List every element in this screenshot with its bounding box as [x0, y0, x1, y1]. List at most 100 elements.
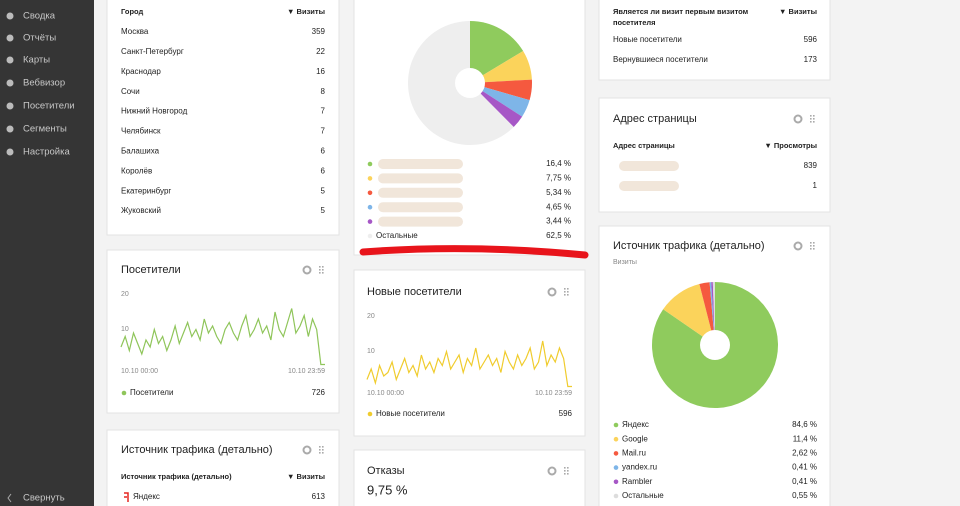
legend-label: Mail.ru	[622, 449, 646, 458]
widget	[598, 0, 831, 81]
legend-dot	[613, 422, 619, 428]
row-value: 6	[321, 166, 326, 175]
row-label: Балашиха	[121, 147, 160, 156]
x-tick-label: 10.10 23:59	[535, 390, 572, 397]
settings-icon	[547, 287, 557, 297]
legend-dot	[367, 219, 373, 224]
row-value: 16	[316, 67, 325, 76]
row-label: Челябинск	[121, 127, 161, 136]
column-header: Является ли визит первым визитом посетит…	[613, 7, 749, 27]
legend-dot	[121, 390, 127, 396]
drag-handle	[567, 467, 569, 469]
legend-value: 596	[559, 409, 573, 418]
menu-item: Посетители	[23, 101, 75, 112]
drag-handle	[567, 294, 569, 296]
drag-handle	[322, 266, 324, 268]
widget-title: Источник трафика (детально)	[613, 240, 765, 252]
menu-item: Настройка	[23, 147, 70, 158]
drag-handle	[322, 449, 324, 451]
legend-dot	[367, 233, 373, 239]
pie-slice	[470, 21, 524, 83]
drag-handle	[564, 291, 566, 293]
legend-label: Остальные	[376, 231, 418, 240]
legend-dot	[367, 204, 373, 210]
legend-value: 0,41 %	[792, 477, 817, 486]
menu-icon	[6, 12, 14, 20]
widget	[106, 0, 340, 236]
settings-icon	[302, 445, 312, 455]
drag-handle	[564, 294, 566, 296]
blurred-text	[378, 187, 463, 198]
drag-handle	[564, 288, 566, 290]
settings-icon	[793, 241, 803, 251]
blurred-text	[378, 159, 463, 169]
y-tick-label: 20	[367, 313, 375, 320]
drag-handle	[322, 269, 324, 271]
legend-label: Rambler	[622, 477, 653, 486]
legend-dot	[613, 465, 619, 470]
row-label: Жуковский	[121, 206, 161, 215]
drag-handle	[813, 245, 815, 247]
row-label: Санкт-Петербург	[121, 47, 184, 56]
y-tick-label: 10	[121, 326, 129, 333]
menu-item: Отчёты	[23, 33, 56, 44]
legend-label: Посетители	[130, 388, 173, 397]
row-label: Краснодар	[121, 67, 161, 76]
drag-handle	[319, 452, 321, 454]
drag-handle	[564, 467, 566, 469]
pie-slice	[470, 83, 523, 127]
drag-handle	[810, 248, 812, 250]
line	[366, 340, 572, 388]
drag-handle	[813, 248, 815, 250]
settings-icon	[302, 265, 312, 275]
collapse-icon	[7, 493, 12, 503]
line	[120, 308, 325, 366]
widget-title: Посетители	[121, 264, 181, 276]
menu-icon	[6, 148, 14, 156]
widget	[598, 97, 831, 213]
pie-slice	[699, 282, 715, 345]
drag-handle	[322, 272, 324, 274]
widget-title: Адрес страницы	[613, 113, 697, 125]
row-value: 839	[804, 161, 818, 170]
blurred-text	[378, 173, 463, 184]
row-value: 5	[321, 206, 326, 215]
drag-handle	[810, 115, 812, 117]
drag-handle	[564, 473, 566, 475]
row-label: Москва	[121, 27, 149, 36]
settings-icon	[793, 114, 803, 124]
drag-handle	[810, 121, 812, 123]
widget-title: Отказы	[367, 465, 405, 477]
drag-handle	[567, 470, 569, 472]
drag-handle	[319, 269, 321, 271]
yandex-icon	[124, 492, 129, 502]
widget	[353, 269, 586, 437]
red-scribble	[359, 245, 589, 259]
row-value: 1	[813, 181, 818, 190]
column-header: Адрес страницы	[613, 141, 675, 150]
menu-icon	[6, 125, 14, 133]
legend-dot	[367, 161, 373, 167]
row-value: 5	[321, 186, 326, 195]
drag-handle	[319, 272, 321, 274]
drag-handle	[567, 291, 569, 293]
column-header: Город	[121, 7, 144, 16]
legend-value: 7,75 %	[546, 174, 571, 183]
legend-value: 16,4 %	[546, 159, 571, 168]
pie-slice	[663, 283, 715, 345]
drag-handle	[322, 452, 324, 454]
legend-value: 4,65 %	[546, 202, 571, 211]
column-header: Источник трафика (детально)	[121, 472, 232, 481]
row-value: 173	[804, 55, 818, 64]
drag-handle	[322, 446, 324, 448]
row-label: Королёв	[121, 166, 152, 175]
legend-value: 3,44 %	[546, 217, 571, 226]
legend-value: 84,6 %	[792, 420, 817, 429]
drag-handle	[813, 118, 815, 120]
legend-dot	[613, 479, 619, 485]
widgets	[106, 0, 831, 506]
menu-item: Сводка	[23, 11, 56, 22]
row-label: Нижний Новгород	[121, 107, 188, 116]
